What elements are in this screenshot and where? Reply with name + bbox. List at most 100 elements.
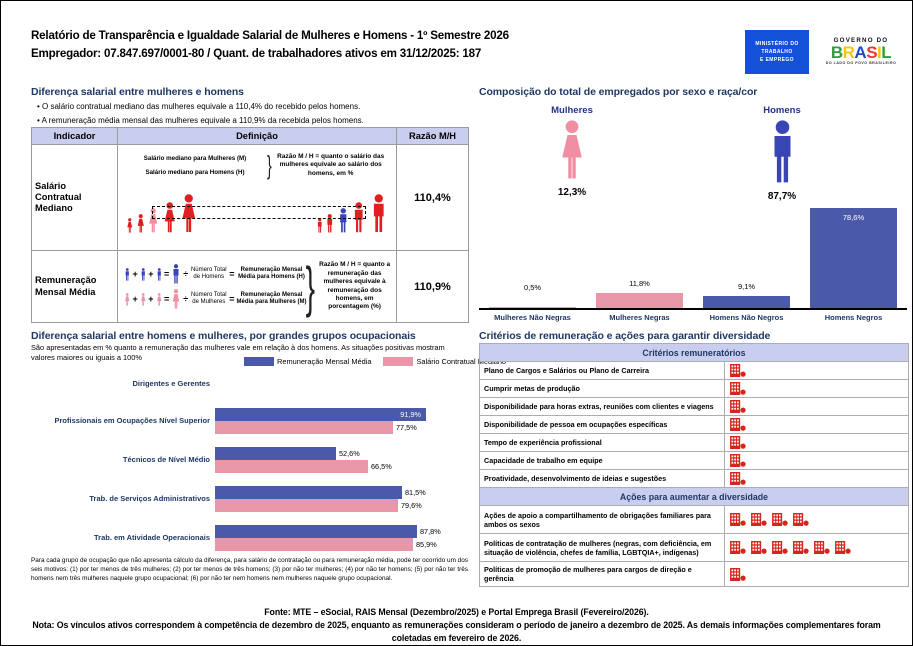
brasil-letter: L (881, 43, 892, 63)
diversity-actions-rows: Ações de apoio a compartilhamento de obr… (480, 506, 908, 587)
criteria-icons (725, 506, 908, 533)
man-figure-icon (171, 264, 181, 284)
occupational-row: Técnicos de Nível Médio 52,6% 66,5% (31, 447, 468, 473)
brasil-letter: R (842, 43, 855, 63)
brasil-letter: I (877, 43, 882, 63)
bar: 66,5% (215, 460, 468, 473)
criteria-label: Tempo de experiência profissional (480, 434, 725, 451)
indicators-table-header: Indicador Definição Razão M/H (32, 128, 469, 145)
ratio-definition-text: Razão M / H = quanto a remuneração das m… (319, 261, 391, 311)
bar (596, 293, 683, 308)
pay-gap-heading: Diferença salarial entre mulheres e home… (31, 86, 244, 98)
bar-slot: 11,8% (586, 204, 693, 308)
criteria-row: Políticas de promoção de mulheres para c… (480, 562, 908, 587)
composition-heading: Composição do total de empregados por se… (479, 86, 758, 98)
divisor-text: Número Total de Homens (190, 266, 227, 280)
occupational-row: Dirigentes e Gerentes (31, 375, 468, 393)
occupational-legend: Remuneração Mensal Média Salário Contrat… (244, 357, 506, 366)
building-icon (730, 568, 746, 581)
criteria-icons (725, 362, 908, 379)
brasil-letter: S (866, 43, 878, 63)
men-label: Homens (763, 105, 801, 116)
bar-value-label: 79,6% (401, 501, 422, 510)
composition-bar-chart: 0,5% 11,8% 9,1% 78,6% Mulheres Não Negra… (479, 204, 907, 322)
median-dashed-box (152, 206, 366, 219)
governo-brasil-logo: GOVERNO DO BRASIL DO LADO DO POVO BRASIL… (814, 27, 908, 77)
criteria-row: Proatividade, desenvolvimento de ideias … (480, 470, 908, 488)
bar (703, 296, 790, 308)
criteria-icons (725, 562, 908, 586)
criteria-icons (725, 398, 908, 415)
bar-slot: 9,1% (693, 204, 800, 308)
criteria-icons (725, 416, 908, 433)
criteria-row: Disponibilidade para horas extras, reuni… (480, 398, 908, 416)
building-icon (730, 364, 746, 377)
gov-logo-top-text: GOVERNO DO (833, 36, 889, 44)
composition-category-labels: Mulheres Não Negras Mulheres Negras Homens… (479, 313, 907, 322)
median-women-label: Salário mediano para Mulheres (M) (143, 155, 247, 163)
man-figure-icon (124, 268, 131, 281)
woman-figure-icon (156, 293, 163, 306)
bullet-item: O salário contratual mediano das mulhere… (37, 100, 364, 114)
bar: 91,9% (215, 408, 468, 421)
criteria-label: Disponibilidade de pessoa em ocupações e… (480, 416, 725, 433)
ministry-logo-line: E EMPREGO (760, 57, 794, 63)
bar-value-label: 66,5% (371, 462, 392, 471)
occupational-row: Trab. em Atividade Operacionais 87,8% 85… (31, 525, 468, 551)
pay-gap-bullets: O salário contratual mediano das mulhere… (37, 100, 364, 128)
building-icon (730, 513, 746, 526)
woman-figure-icon (140, 293, 147, 306)
report-title: Relatório de Transparência e Igualdade S… (31, 29, 509, 42)
bar-value-label: 81,5% (405, 488, 426, 497)
criteria-icons (725, 452, 908, 469)
criteria-label: Políticas de contratação de mulheres (ne… (480, 534, 725, 561)
bar-value-label: 77,5% (396, 423, 417, 432)
criteria-row: Ações de apoio a compartilhamento de obr… (480, 506, 908, 534)
bar: 79,6% (215, 499, 468, 512)
criteria-table: Critérios remuneratórios Plano de Cargos… (479, 343, 909, 587)
men-percentage: 87,7% (767, 191, 797, 202)
brasil-letter: A (854, 43, 867, 63)
occupational-subtitle: São apresentadas em % quanto a remuneraç… (31, 343, 445, 362)
criteria-icons (725, 470, 908, 487)
female-icon (557, 120, 587, 180)
building-icon (772, 541, 788, 554)
criteria-row: Políticas de contratação de mulheres (ne… (480, 534, 908, 562)
bar-value-label: 78,6% (842, 213, 865, 222)
building-icon (751, 513, 767, 526)
bar-value-label: 9,1% (737, 282, 756, 291)
composition-category-label: Mulheres Não Negras (494, 313, 571, 322)
ratio-value: 110,9% (397, 251, 469, 323)
ratio-value: 110,4% (397, 145, 469, 251)
bar-slot: 0,5% (479, 204, 586, 308)
gov-logo-brasil-text: BRASIL (831, 43, 892, 63)
footer-nota: Nota: Os vínculos ativos correspondem à … (32, 619, 881, 643)
woman-figure-icon (126, 218, 134, 233)
occupation-category-label: Trab. em Atividade Operacionais (93, 532, 210, 542)
indicator-label: Salário Contratual Mediano (32, 145, 118, 251)
bar: 77,5% (215, 421, 468, 434)
criteria-row: Plano de Cargos e Salários ou Plano de C… (480, 362, 908, 380)
ratio-definition-text: Razão M / H = quanto o salário das mulhe… (277, 153, 385, 177)
bullet-item: A remuneração média mensal das mulheres … (37, 114, 364, 128)
bar: 85,9% (215, 538, 468, 551)
occupation-category-label: Técnicos de Nível Médio (122, 454, 210, 464)
bar-value-label: 85,9% (416, 540, 437, 549)
criteria-label: Proatividade, desenvolvimento de ideias … (480, 470, 725, 487)
criteria-heading: Critérios de remuneração e ações para ga… (479, 330, 771, 342)
ministerio-trabalho-logo: MINISTÉRIO DO TRABALHO E EMPREGO (745, 30, 809, 74)
bar: 81,5% (215, 486, 468, 499)
composition-bars-area: 0,5% 11,8% 9,1% 78,6% (479, 204, 907, 310)
man-figure-icon (316, 218, 324, 233)
table-row-remuneracao-media: Remuneração Mensal Média + + = ÷ Número … (32, 251, 469, 323)
remuneration-criteria-rows: Plano de Cargos e Salários ou Plano de C… (480, 362, 908, 488)
building-icon (730, 382, 746, 395)
occupational-heading: Diferença salarial entre homens e mulher… (31, 330, 416, 342)
composition-category-label: Homens Negros (824, 313, 883, 322)
criteria-row: Disponibilidade de pessoa em ocupações e… (480, 416, 908, 434)
people-illustration (126, 187, 388, 233)
footer-fonte: Fonte: MTE – eSocial, RAIS Mensal (Dezem… (264, 607, 649, 617)
occupational-row: Trab. de Serviços Administrativos 81,5% … (31, 486, 468, 512)
bar: 87,8% (215, 525, 468, 538)
